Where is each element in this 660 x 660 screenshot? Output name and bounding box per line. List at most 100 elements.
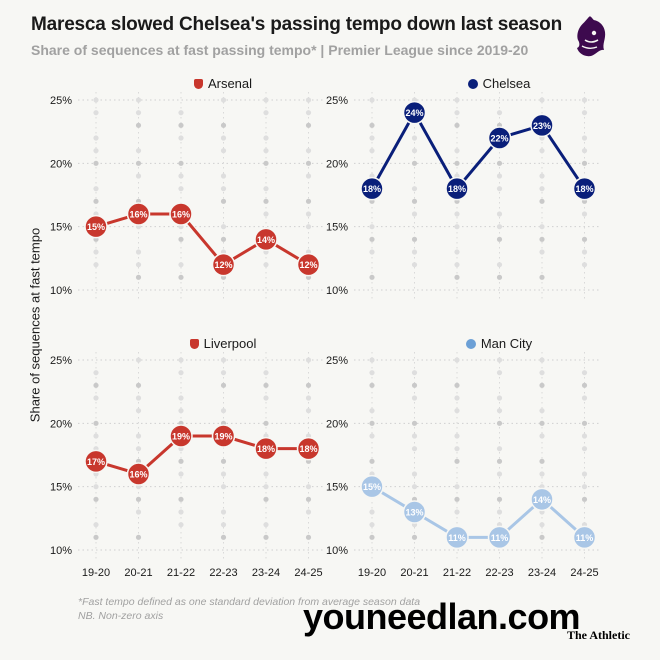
background-dot [496,471,503,477]
background-dot [178,262,184,268]
background-dot [496,370,503,376]
arsenal-badge-icon [193,79,203,89]
data-point [84,214,108,239]
data-point [254,227,278,252]
y-tick-label: 25% [326,355,348,367]
background-dot [496,357,503,363]
background-dot [581,97,588,103]
background-dot [178,471,184,477]
y-tick-label: 25% [50,355,72,367]
background-dot [178,370,184,376]
background-dot [454,382,460,388]
background-dot [454,408,460,414]
y-tick-label: 20% [50,418,72,430]
background-dot [178,135,184,141]
background-dot [220,224,227,230]
chart-title: Maresca slowed Chelsea's passing tempo d… [31,14,562,35]
background-dot [93,110,99,116]
background-dot [496,496,503,502]
y-tick-label: 20% [326,418,348,430]
background-dot [305,496,312,502]
background-dot [454,249,460,255]
watermark-text: youneedlan.com [303,596,581,637]
background-dot [369,433,375,439]
background-dot [135,148,142,154]
y-tick-label: 10% [326,285,348,297]
background-dot [411,382,418,388]
background-dot [220,534,227,540]
background-dot [539,249,545,255]
background-dot [93,496,99,502]
background-dot [305,509,312,515]
data-label: 14% [257,235,275,245]
background-dot [369,224,375,230]
background-dot [305,97,312,103]
background-dot [178,458,184,464]
background-dot [411,471,418,477]
background-dot [263,186,269,192]
x-tick-label: 21-22 [167,567,195,579]
background-dot [369,522,375,528]
y-tick-label: 25% [50,95,72,107]
background-dot [454,395,460,401]
footnote-axis: NB. Non-zero axis [78,610,164,622]
data-point [360,474,384,499]
background-dot [263,262,269,268]
background-dot [178,395,184,401]
background-dot [539,186,545,192]
chelsea-badge-icon [467,79,478,89]
background-dot [263,420,269,426]
background-dot [496,262,503,268]
background-dot [539,236,545,242]
background-dot [411,420,418,426]
background-dot [411,395,418,401]
panel-title-liverpool-text: Liverpool [203,336,257,351]
background-dot [581,395,588,401]
data-label: 12% [299,260,317,270]
data-point [445,525,469,550]
data-label: 18% [299,444,317,454]
y-tick-label: 20% [326,158,348,170]
x-tick-label: 24-25 [294,567,322,579]
background-dot [220,198,227,204]
background-dot [454,496,460,502]
background-dot [496,509,503,515]
background-dot [220,522,227,528]
background-dot [411,433,418,439]
data-point [487,525,512,550]
background-dot [581,370,588,376]
background-dot [496,211,503,217]
background-dot [305,211,312,217]
background-dot [581,236,588,242]
x-tick-label: 20-21 [124,567,152,579]
background-dot [539,534,545,540]
background-dot [220,148,227,154]
background-dot [411,211,418,217]
background-dot [411,534,418,540]
background-dot [539,274,545,280]
data-point [211,424,236,448]
y-tick-label: 15% [326,482,348,494]
data-point [169,424,193,448]
background-dot [305,122,312,128]
data-point [445,176,469,201]
background-dot [539,97,545,103]
background-dot [135,357,142,363]
background-dot [454,484,460,490]
background-dot [93,148,99,154]
data-point [572,176,597,201]
background-dot [220,370,227,376]
background-dot [496,446,503,452]
background-dot [135,433,142,439]
background-dot [539,173,545,179]
y-tick-label: 15% [50,222,72,234]
background-dot [135,395,142,401]
background-dot [93,420,99,426]
data-label: 11% [576,533,594,543]
data-label: 15% [363,482,381,492]
background-dot [93,135,99,141]
background-dot [305,224,312,230]
background-dot [178,110,184,116]
background-dot [369,382,375,388]
series-line [370,111,586,191]
